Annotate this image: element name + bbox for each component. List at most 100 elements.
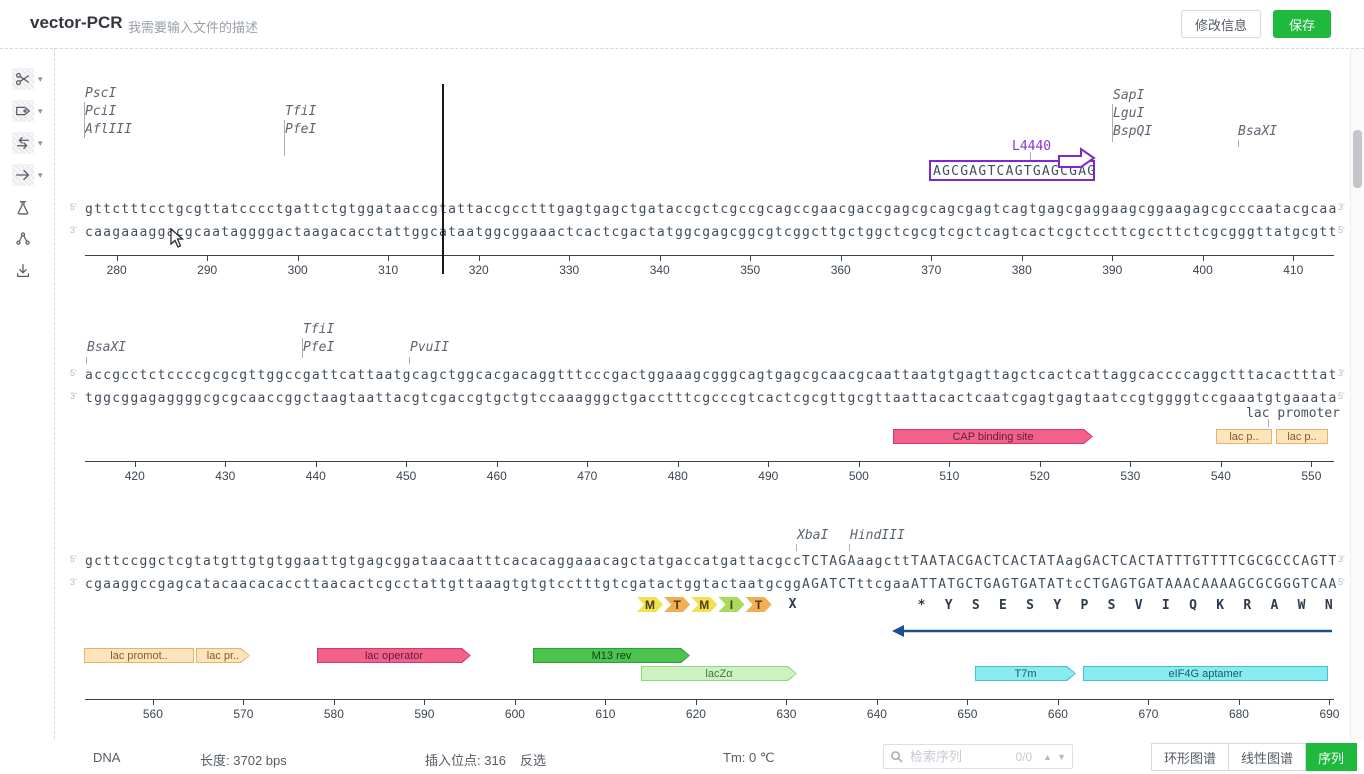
ruler-tick <box>152 699 154 705</box>
primer-annotation-box[interactable]: AGCGAGTCAGTGAGCGAG <box>929 160 1095 181</box>
enzyme-label-sapi[interactable]: SapI <box>1113 88 1145 103</box>
ruler-tick-label: 660 <box>1047 707 1068 721</box>
annotation-label: lacZα <box>705 667 733 680</box>
sequence-search-box[interactable]: 0/0 ▲ ▼ <box>883 744 1073 769</box>
ruler-tick <box>967 699 969 705</box>
annotation-body <box>318 649 470 662</box>
annotation-cap-binding-site[interactable]: CAP binding site <box>893 429 1093 444</box>
annotation-lac-pr-[interactable]: lac pr.. <box>196 648 250 663</box>
enzyme-label-bspqi[interactable]: BspQI <box>1113 124 1153 139</box>
tag-icon <box>12 100 34 122</box>
sequence-strand-top-row1[interactable]: gttctttcctgcgttatcccctgattctgtggataaccgt… <box>85 202 1338 217</box>
amino-acid-Y: Y <box>944 598 953 613</box>
search-prev-icon[interactable]: ▲ <box>1043 751 1053 762</box>
strand-end-marker: 5' <box>70 202 77 212</box>
annotation-eif4g-aptamer[interactable]: eIF4G aptamer <box>1083 666 1328 681</box>
sequence-strand-top-row3[interactable]: gcttccggctcgtatgttgtgtggaattgtgagcggataa… <box>85 554 1338 569</box>
invert-selection-button[interactable]: 反选 <box>519 753 546 768</box>
primer-arrow-tool[interactable]: ▾ <box>12 162 46 188</box>
ruler-tick-label: 530 <box>1120 469 1141 483</box>
amino-acid-N: N <box>1324 598 1333 613</box>
linear-map-button[interactable]: 线性图谱 <box>1229 743 1307 771</box>
save-button[interactable]: 保存 <box>1273 10 1331 38</box>
ruler-tick <box>1329 699 1331 705</box>
amino-acid-M[interactable]: M <box>691 597 717 612</box>
annotation-lac-p-[interactable]: lac p.. <box>1216 429 1272 444</box>
amino-acid-M[interactable]: M <box>637 597 663 612</box>
amino-acid-T[interactable]: T <box>664 597 690 612</box>
enzyme-label-bsaxi[interactable]: BsaXI <box>1238 124 1278 139</box>
cut-enzyme-tool[interactable]: ▾ <box>12 66 46 92</box>
enzyme-label-pfei[interactable]: PfeI <box>303 340 335 355</box>
annotation-label: lac operator <box>364 649 424 662</box>
enzyme-label-psci[interactable]: PscI <box>85 86 117 101</box>
ruler-tick-label: 620 <box>685 707 706 721</box>
search-next-icon[interactable]: ▼ <box>1057 751 1066 762</box>
ruler-tick-label: 550 <box>1301 469 1322 483</box>
edit-info-button[interactable]: 修改信息 <box>1181 10 1261 38</box>
circular-map-button[interactable]: 环形图谱 <box>1151 743 1230 771</box>
enzyme-label-afliii[interactable]: AflIII <box>85 122 132 137</box>
strand-end-marker: 3' <box>70 225 77 235</box>
amino-acid-T[interactable]: T <box>746 597 772 612</box>
vertical-scrollbar[interactable] <box>1350 49 1364 740</box>
ruler-tick-label: 570 <box>233 707 254 721</box>
experiment-tool[interactable] <box>12 195 46 221</box>
ruler-tick <box>1148 699 1150 705</box>
strand-end-marker: 5' <box>1338 577 1345 587</box>
scrollbar-thumb[interactable] <box>1353 130 1362 188</box>
enzyme-label-pfei[interactable]: PfeI <box>285 122 317 137</box>
ruler-tick <box>116 255 118 261</box>
ruler-tick <box>659 255 661 261</box>
sequence-strand-bottom-row2[interactable]: tggcggagaggggcgcgcaaccggctaagtaattacgtcg… <box>85 391 1338 406</box>
primer-name-label[interactable]: L4440 <box>1012 139 1052 154</box>
enzyme-label-xbai[interactable]: XbaI <box>797 528 829 543</box>
ruler-tick <box>496 461 498 467</box>
enzyme-label-tfii[interactable]: TfiI <box>303 322 335 337</box>
annotation-t7m[interactable]: T7m <box>975 666 1076 681</box>
structure-tool[interactable] <box>12 226 46 252</box>
strand-end-marker: 3' <box>1338 202 1345 212</box>
amino-acid-S: S <box>971 598 980 613</box>
amino-acid-I[interactable]: I <box>718 597 744 612</box>
enzyme-label-bsaxi[interactable]: BsaXI <box>87 340 127 355</box>
amino-acid-E: E <box>999 598 1007 613</box>
sequence-strand-bottom-row3[interactable]: cgaaggccgagcatacaacacaccttaacactcgcctatt… <box>85 577 1338 592</box>
annotation-label: eIF4G aptamer <box>1168 667 1243 680</box>
ruler-tick <box>1311 461 1313 467</box>
feature-tag-tool[interactable]: ▾ <box>12 98 46 124</box>
ruler-tick-label: 450 <box>396 469 417 483</box>
enzyme-label-lgui[interactable]: LguI <box>1113 106 1145 121</box>
annotation-m13-rev[interactable]: M13 rev <box>533 648 690 663</box>
download-tool[interactable] <box>12 258 46 284</box>
header-bar: vector-PCR 我需要输入文件的描述 修改信息 保存 <box>0 0 1364 48</box>
ruler-tick <box>786 699 788 705</box>
sequence-view-button[interactable]: 序列 <box>1306 743 1358 771</box>
sequence-strand-bottom-row1[interactable]: caagaaaggacgcaataggggactaagacacctattggca… <box>85 225 1338 240</box>
strand-end-marker: 3' <box>1338 368 1345 378</box>
annotation-label: M13 rev <box>591 649 632 662</box>
enzyme-label-tfii[interactable]: TfiI <box>285 104 317 119</box>
ruler-tick-label: 320 <box>468 263 489 277</box>
annotation-lac-promot-[interactable]: lac promot.. <box>84 648 194 663</box>
ruler-tick-label: 330 <box>559 263 580 277</box>
cut-site-guide <box>796 544 797 551</box>
swap-strands-tool[interactable]: ▾ <box>12 130 46 156</box>
ruler-tick-label: 590 <box>414 707 435 721</box>
primer-sequence: AGCGAGTCAGTGAGCGAG <box>933 164 1097 179</box>
length-stat: 长度: 3702 bps <box>200 750 287 769</box>
enzyme-label-hindiii[interactable]: HindIII <box>850 528 905 543</box>
annotation-label: lac p.. <box>1287 430 1317 443</box>
ruler-tick <box>858 461 860 467</box>
amino-acid-K: K <box>1216 598 1225 613</box>
annotation-label: lac promot.. <box>110 649 168 662</box>
search-input[interactable] <box>908 748 1016 765</box>
annotation-lacz-[interactable]: lacZα <box>641 666 797 681</box>
ruler-tick <box>750 255 752 261</box>
enzyme-label-pcii[interactable]: PciI <box>85 104 117 119</box>
annotation-lac-p-[interactable]: lac p.. <box>1276 429 1328 444</box>
strand-end-marker: 5' <box>1338 391 1345 401</box>
sequence-strand-top-row2[interactable]: accgcctctccccgcgcgttggccgattcattaatgcagc… <box>85 368 1338 383</box>
enzyme-label-pvuii[interactable]: PvuII <box>410 340 450 355</box>
annotation-lac-operator[interactable]: lac operator <box>317 648 471 663</box>
